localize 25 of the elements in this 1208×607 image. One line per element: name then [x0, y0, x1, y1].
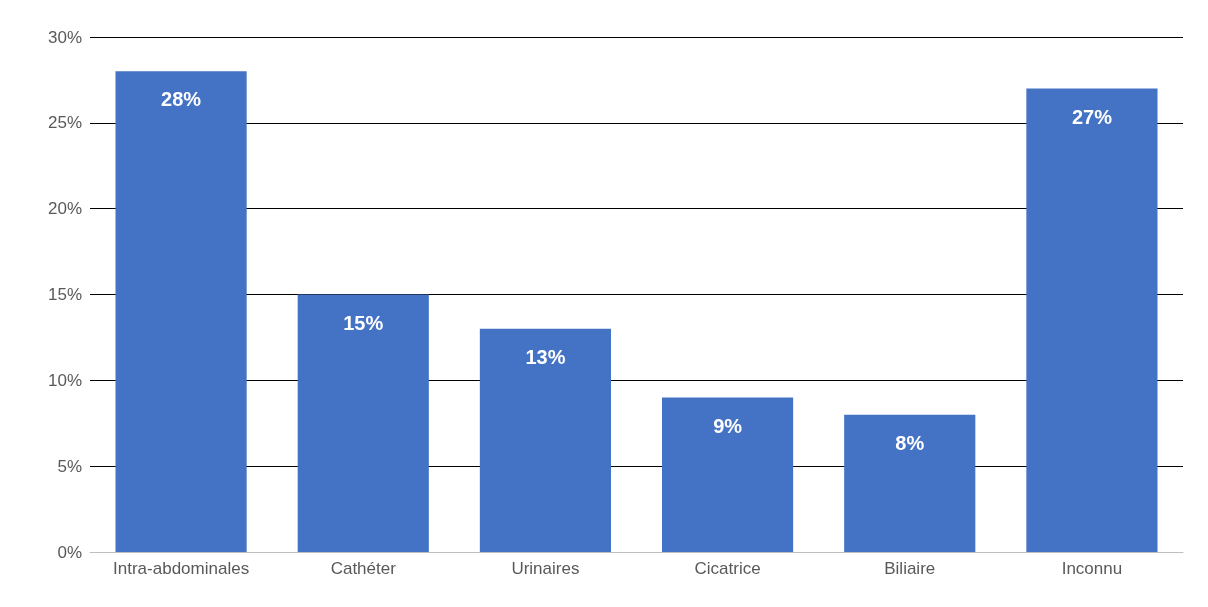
x-tick-label: Cicatrice — [694, 559, 761, 578]
bar — [115, 71, 247, 552]
y-tick-label: 10% — [47, 370, 82, 390]
y-tick-label: 30% — [47, 27, 82, 47]
data-label: 13% — [525, 345, 566, 368]
bar — [297, 294, 429, 552]
x-tick-label: Urinaires — [511, 559, 580, 578]
y-tick-label: 5% — [57, 456, 82, 476]
data-label: 15% — [343, 311, 384, 334]
data-label: 27% — [1071, 105, 1113, 128]
x-tick-label: Intra-abdominales — [113, 559, 250, 578]
y-tick-label: 25% — [47, 113, 82, 133]
bar — [1026, 88, 1158, 552]
x-tick-label: Cathéter — [330, 559, 397, 578]
x-tick-label: Biliaire — [884, 559, 936, 578]
bar — [662, 397, 794, 552]
bar — [844, 414, 976, 552]
x-tick-label: Inconnu — [1061, 559, 1123, 578]
data-label: 9% — [713, 414, 743, 437]
bar — [479, 328, 611, 552]
data-label: 28% — [161, 88, 202, 111]
y-tick-label: 20% — [47, 199, 82, 219]
y-tick-label: 0% — [57, 542, 82, 562]
data-label: 8% — [895, 431, 925, 454]
y-tick-label: 15% — [47, 285, 82, 304]
